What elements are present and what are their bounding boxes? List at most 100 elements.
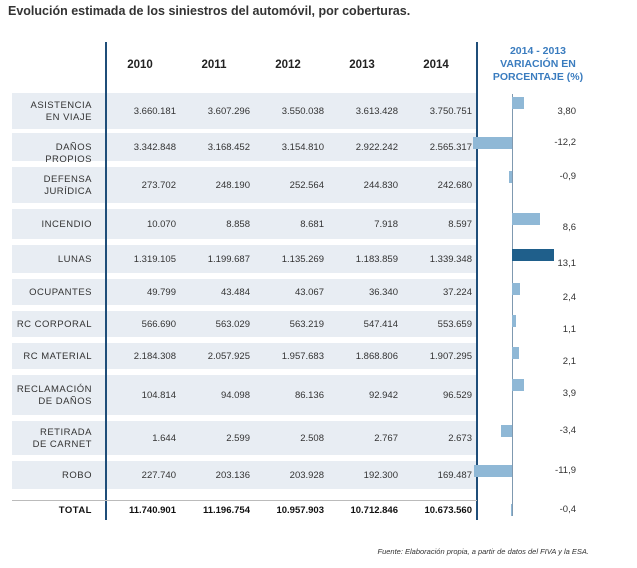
data-cell: 2.565.317 <box>429 142 472 153</box>
data-cell: 2.922.242 <box>355 142 398 153</box>
data-cell: 2.184.308 <box>133 351 176 362</box>
row-label: OCUPANTES <box>12 287 92 299</box>
data-cell: 2.599 <box>226 433 250 444</box>
data-cell: 3.660.181 <box>133 106 176 117</box>
row-label: RECLAMACIÓN DE DAÑOS <box>12 384 92 408</box>
row-label: DEFENSA JURÍDICA <box>12 174 92 198</box>
row-label-line: ASISTENCIA <box>30 100 92 111</box>
row-label: ROBO <box>12 470 92 482</box>
row-label-line: RC CORPORAL <box>16 319 92 330</box>
year-header: 2012 <box>275 59 301 71</box>
data-cell: 1.319.105 <box>133 254 176 265</box>
row-label-line: EN VIAJE <box>45 112 92 123</box>
data-cell: 1.868.806 <box>355 351 398 362</box>
data-cell: 252.564 <box>289 180 324 191</box>
row-label-line: JURÍDICA <box>44 186 92 197</box>
total-cell: 10.712.846 <box>350 505 398 516</box>
variation-label: 2,1 <box>562 356 576 367</box>
variation-bar <box>472 137 512 149</box>
variation-bar <box>512 347 519 359</box>
data-cell: 1.339.348 <box>429 254 472 265</box>
data-cell: 242.680 <box>437 180 472 191</box>
variation-bar <box>512 249 554 261</box>
variation-label: 1,1 <box>562 324 576 335</box>
data-cell: 1.957.683 <box>281 351 324 362</box>
row-label-line: DE DAÑOS <box>38 396 92 407</box>
variation-header: 2014 - 2013 VARIACIÓN EN PORCENTAJE (%) <box>478 45 598 84</box>
row-background <box>12 245 477 273</box>
variation-label: 8,6 <box>562 222 576 233</box>
data-cell: 2.508 <box>300 433 324 444</box>
rule-right <box>476 42 478 520</box>
data-cell: 3.154.810 <box>281 142 324 153</box>
data-cell: 3.607.296 <box>207 106 250 117</box>
data-cell: 248.190 <box>215 180 250 191</box>
total-cell: 10.957.903 <box>276 505 324 516</box>
variation-label: 13,1 <box>557 258 577 269</box>
year-header: 2011 <box>201 59 227 71</box>
row-background <box>12 311 477 337</box>
row-label: DAÑOS PROPIOS <box>12 142 92 166</box>
data-cell: 1.907.295 <box>429 351 472 362</box>
variation-label: -11,9 <box>555 465 576 476</box>
data-cell: 86.136 <box>294 390 324 401</box>
data-cell: 203.136 <box>215 470 250 481</box>
data-cell: 7.918 <box>374 219 398 230</box>
row-label-line: ROBO <box>62 470 92 481</box>
variation-label: 3,9 <box>562 388 576 399</box>
row-background <box>12 421 477 455</box>
data-cell: 37.224 <box>442 287 472 298</box>
variation-bar <box>509 171 512 183</box>
row-background <box>12 461 477 489</box>
variation-label: -12,2 <box>554 137 576 148</box>
data-cell: 10.070 <box>146 219 176 230</box>
total-cell: 11.196.754 <box>202 505 250 516</box>
data-cell: 8.858 <box>226 219 250 230</box>
data-cell: 1.199.687 <box>207 254 250 265</box>
data-cell: 244.830 <box>363 180 398 191</box>
variation-bar <box>512 213 540 225</box>
data-cell: 94.098 <box>220 390 250 401</box>
variation-bar <box>473 465 512 477</box>
data-cell: 3.168.452 <box>207 142 250 153</box>
data-cell: 1.135.269 <box>281 254 324 265</box>
row-background <box>12 343 477 369</box>
data-cell: 203.928 <box>289 470 324 481</box>
data-cell: 192.300 <box>363 470 398 481</box>
row-background <box>12 209 477 239</box>
data-cell: 43.067 <box>294 287 324 298</box>
data-cell: 563.219 <box>289 319 324 330</box>
data-cell: 49.799 <box>146 287 176 298</box>
row-label: INCENDIO <box>12 219 92 231</box>
total-label: TOTAL <box>58 505 92 516</box>
chart-title: Evolución estimada de los siniestros del… <box>8 4 411 18</box>
row-label-line: RETIRADA <box>39 427 92 438</box>
data-cell: 92.942 <box>368 390 398 401</box>
variation-bar <box>501 425 512 437</box>
row-label-line: DAÑOS PROPIOS <box>45 142 92 165</box>
variation-label: -0,4 <box>559 504 576 515</box>
total-cell: 10.673.560 <box>424 505 472 516</box>
variation-bar <box>512 283 520 295</box>
data-cell: 563.029 <box>215 319 250 330</box>
row-label: RETIRADA DE CARNET <box>12 427 92 451</box>
total-cell: 11.740.901 <box>128 505 176 516</box>
data-cell: 36.340 <box>368 287 398 298</box>
row-background <box>12 133 477 161</box>
variation-header-line: PORCENTAJE (%) <box>492 71 584 83</box>
row-label: LUNAS <box>12 254 92 266</box>
variation-header-line: VARIACIÓN EN <box>500 58 576 70</box>
data-cell: 3.750.751 <box>429 106 472 117</box>
row-label-line: RECLAMACIÓN <box>16 384 92 395</box>
data-cell: 2.673 <box>448 433 472 444</box>
data-cell: 169.487 <box>437 470 472 481</box>
variation-bar <box>512 97 525 109</box>
rule-left <box>105 42 107 520</box>
data-cell: 3.342.848 <box>133 142 176 153</box>
data-cell: 2.767 <box>374 433 398 444</box>
variation-bar <box>510 504 512 516</box>
data-cell: 8.597 <box>448 219 472 230</box>
row-label-line: LUNAS <box>57 254 92 265</box>
data-cell: 1.644 <box>152 433 176 444</box>
